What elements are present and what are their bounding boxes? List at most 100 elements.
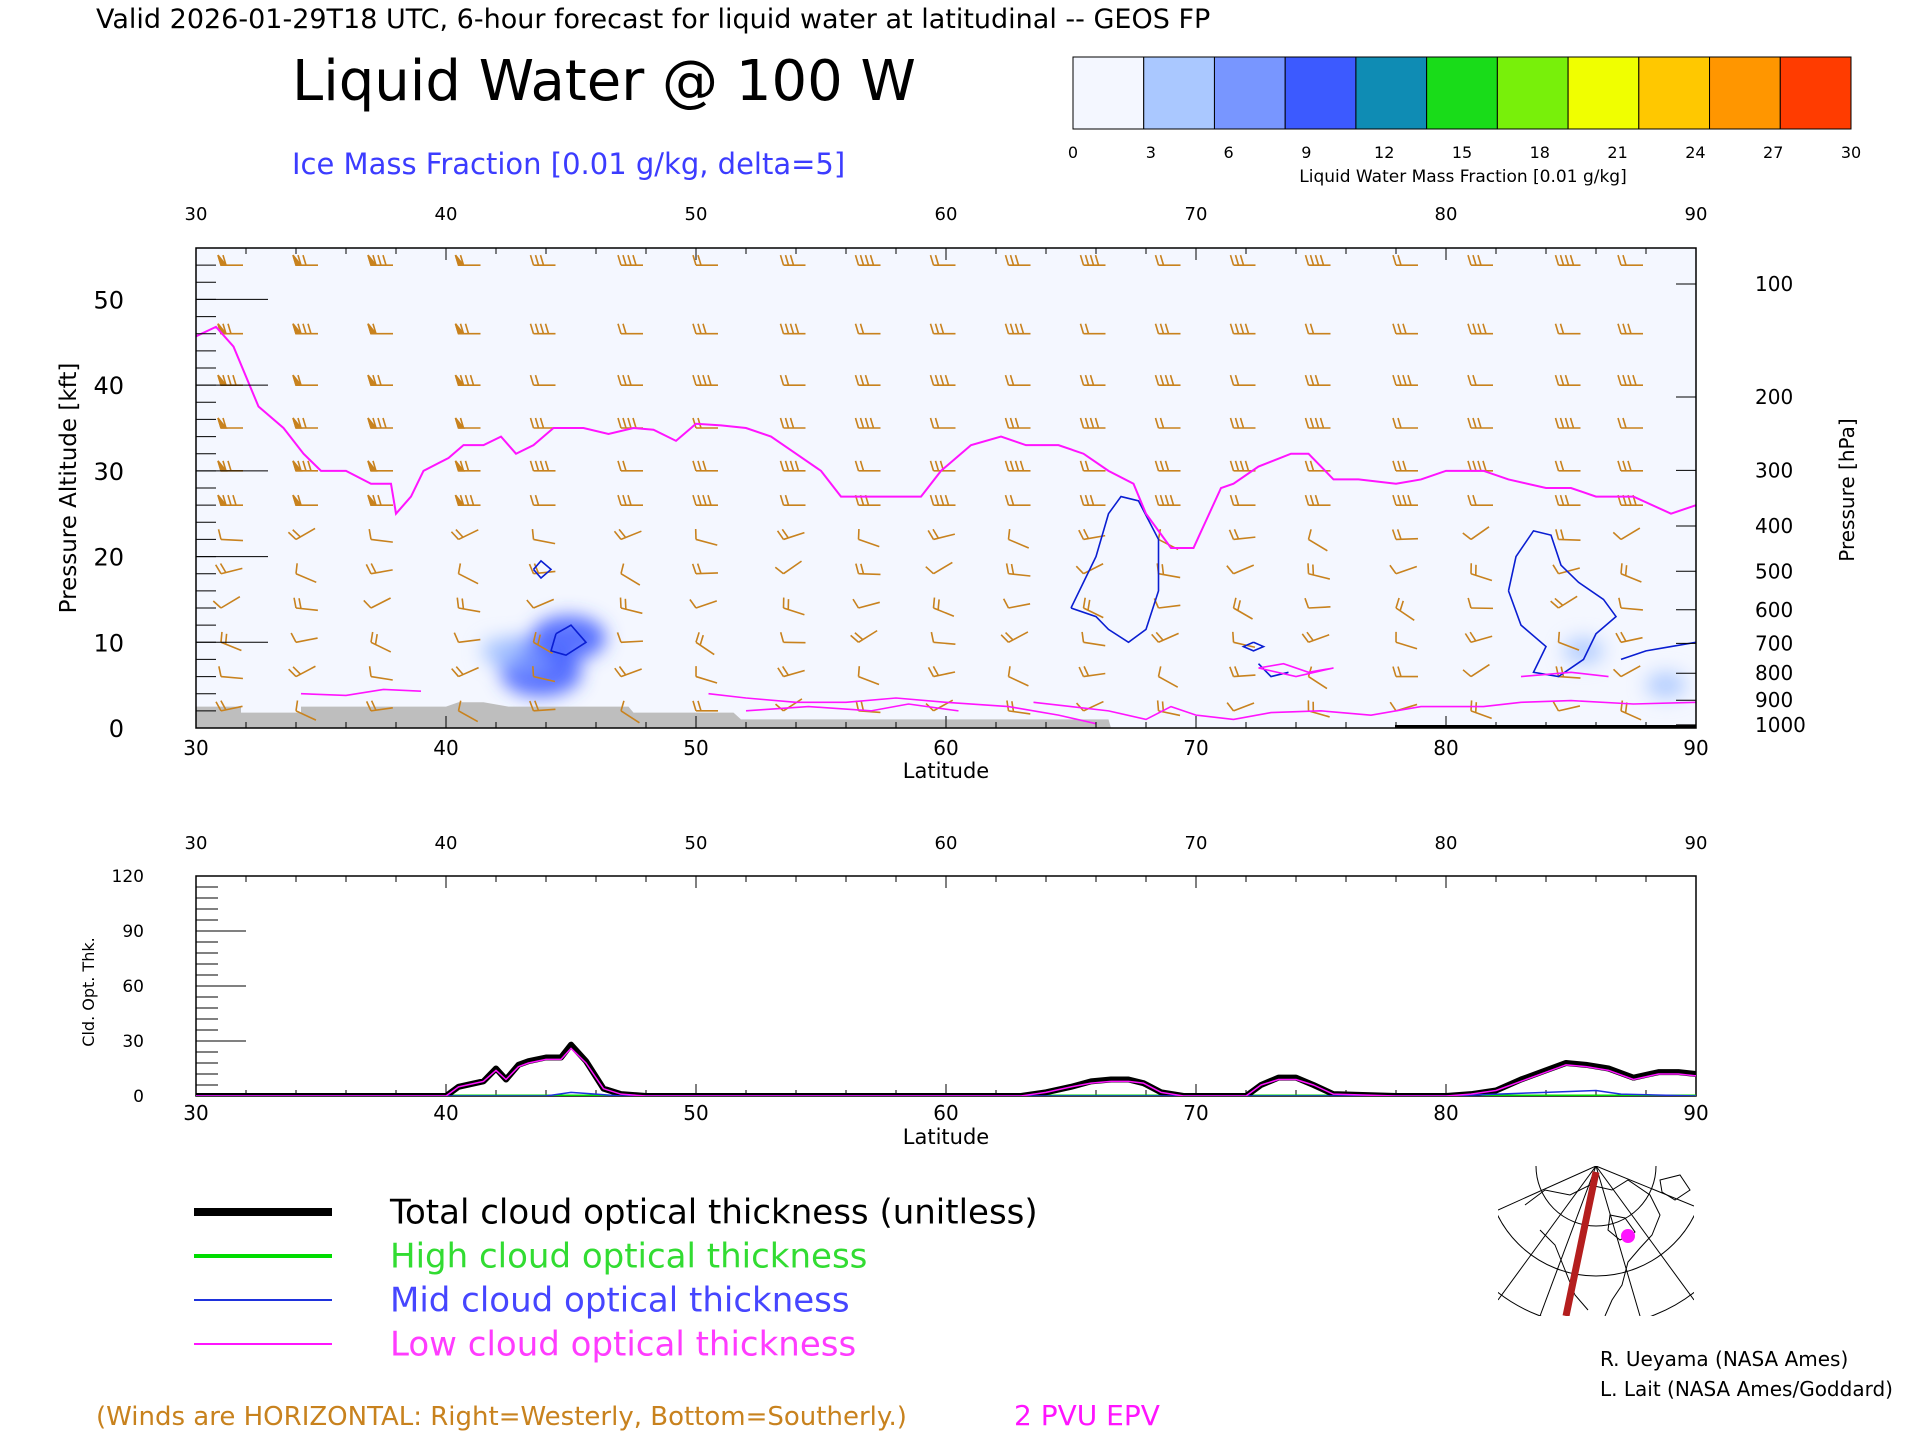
cross-section-background bbox=[196, 248, 1696, 728]
main-top-tick-label: 40 bbox=[435, 204, 458, 225]
optical-thickness-frame bbox=[195, 875, 1697, 1097]
wind-barb bbox=[292, 374, 318, 386]
wind-barb bbox=[929, 323, 956, 335]
wind-barb bbox=[529, 460, 556, 472]
wind-barb bbox=[1157, 666, 1179, 688]
main-y2-tick-label: 200 bbox=[1755, 385, 1793, 409]
main-y-tick-label: 40 bbox=[93, 372, 124, 400]
wind-barb bbox=[1470, 563, 1493, 582]
colorbar-tick-label: 18 bbox=[1530, 143, 1550, 162]
wind-barb bbox=[1229, 666, 1256, 678]
wind-barb bbox=[695, 632, 715, 656]
colorbar-tick-label: 0 bbox=[1068, 143, 1078, 162]
wind-barb bbox=[367, 254, 393, 266]
colorbar-ticks: 0 3 6 9 12 15 18 21 24 27 30 bbox=[1068, 143, 1861, 162]
ice-contour bbox=[1070, 495, 1160, 644]
wind-barb bbox=[529, 494, 556, 506]
wind-barb bbox=[1617, 460, 1643, 472]
wind-barb bbox=[1557, 631, 1580, 651]
wind-barb bbox=[218, 666, 243, 680]
low-x-axis-label: Latitude bbox=[903, 1125, 989, 1149]
wind-barb bbox=[850, 629, 878, 643]
wind-barb bbox=[456, 597, 481, 613]
colorbar-cell bbox=[1284, 56, 1357, 130]
wind-barb bbox=[855, 563, 881, 576]
wind-barb bbox=[1555, 529, 1581, 541]
colorbar-cell bbox=[1638, 56, 1711, 130]
wind-barb bbox=[454, 254, 481, 266]
epv-contour bbox=[1258, 662, 1334, 678]
wind-barb bbox=[854, 417, 881, 429]
wind-barb bbox=[689, 599, 718, 609]
main-top-tick-label: 80 bbox=[1435, 204, 1458, 225]
wind-barb bbox=[292, 460, 318, 472]
wind-barb bbox=[1004, 323, 1031, 335]
colorbar-tick-label: 21 bbox=[1607, 143, 1627, 162]
main-y2-tick-label: 900 bbox=[1755, 688, 1793, 712]
main-x-axis-label: Latitude bbox=[903, 759, 989, 783]
colorbar-cell bbox=[1779, 56, 1852, 130]
wind-barb bbox=[1079, 374, 1106, 386]
wind-barb bbox=[368, 529, 393, 543]
epv-contour bbox=[1033, 699, 1696, 721]
wind-barb bbox=[1467, 374, 1493, 386]
wind-barb bbox=[1004, 374, 1031, 386]
map-coastline bbox=[1524, 1179, 1661, 1316]
cross-section-axes: 3030404050506060707080809090010203040501… bbox=[93, 204, 1805, 760]
wind-barb bbox=[1307, 563, 1331, 580]
wind-barb bbox=[532, 666, 556, 683]
low-top-tick-label: 70 bbox=[1185, 833, 1208, 854]
wind-barb bbox=[1007, 666, 1029, 687]
wind-barb bbox=[776, 528, 805, 541]
wind-barb bbox=[1467, 494, 1493, 506]
wind-barb bbox=[1392, 494, 1418, 506]
wind-barb bbox=[1082, 597, 1104, 619]
wind-barb bbox=[1554, 323, 1581, 335]
main-x-tick-label: 80 bbox=[1433, 736, 1458, 760]
wind-barb bbox=[1154, 460, 1181, 472]
wind-barb bbox=[782, 597, 805, 616]
main-y-tick-label: 10 bbox=[93, 629, 124, 657]
colorbar-cell bbox=[1709, 56, 1781, 130]
colorbar-tick-label: 30 bbox=[1841, 143, 1861, 162]
wind-barb bbox=[217, 254, 243, 266]
optical-thickness-axes: 30 30 40 40 50 50 60 60 70 70 80 80 90 90 0 30 60 90 120 bbox=[112, 833, 1709, 1125]
wind-barb bbox=[217, 417, 243, 429]
wind-barb bbox=[857, 528, 880, 548]
wind-barb bbox=[779, 254, 806, 266]
wind-barb bbox=[619, 597, 643, 615]
optical-thickness-series bbox=[196, 1041, 1696, 1096]
optical-thickness-panel: 30 30 40 40 50 50 60 60 70 70 80 80 90 90 0 30 60 90 120 L… bbox=[79, 833, 1709, 1149]
main-y2-tick-label: 500 bbox=[1755, 559, 1793, 583]
series-low bbox=[196, 1047, 1696, 1096]
subtitle: Ice Mass Fraction [0.01 g/kg, delta=5] bbox=[292, 147, 845, 181]
wind-barb bbox=[1002, 598, 1031, 609]
main-top-tick-label: 70 bbox=[1185, 204, 1208, 225]
wind-barb bbox=[1554, 417, 1581, 429]
inset-map bbox=[1498, 1166, 1694, 1316]
wind-barb bbox=[367, 494, 393, 506]
legend-label-mid: Mid cloud optical thickness bbox=[390, 1281, 850, 1321]
legend-label-total: Total cloud optical thickness (unitless) bbox=[389, 1193, 1038, 1233]
winds-note: (Winds are HORIZONTAL: Right=Westerly, B… bbox=[96, 1402, 907, 1432]
wind-barb bbox=[1395, 631, 1418, 650]
wind-barb bbox=[454, 460, 481, 472]
wind-barb bbox=[1620, 563, 1642, 583]
low-top-tick-label: 60 bbox=[935, 833, 958, 854]
low-x-tick-label: 60 bbox=[933, 1101, 958, 1125]
wind-barb bbox=[852, 598, 880, 609]
wind-barb bbox=[855, 700, 881, 714]
colorbar-tick-label: 3 bbox=[1146, 143, 1156, 162]
wind-barb bbox=[1004, 460, 1031, 472]
main-x-tick-label: 50 bbox=[683, 736, 708, 760]
series-mid bbox=[196, 1089, 1696, 1096]
wind-barb bbox=[692, 374, 718, 386]
wind-barb bbox=[451, 666, 479, 678]
wind-barb bbox=[779, 417, 806, 429]
map-coastline bbox=[1539, 1229, 1589, 1311]
epv-2pvu-line bbox=[196, 325, 1696, 549]
wind-barb bbox=[692, 700, 718, 712]
wind-barb bbox=[1304, 374, 1331, 386]
wind-barb bbox=[1392, 666, 1418, 678]
wind-barb bbox=[1004, 494, 1031, 506]
